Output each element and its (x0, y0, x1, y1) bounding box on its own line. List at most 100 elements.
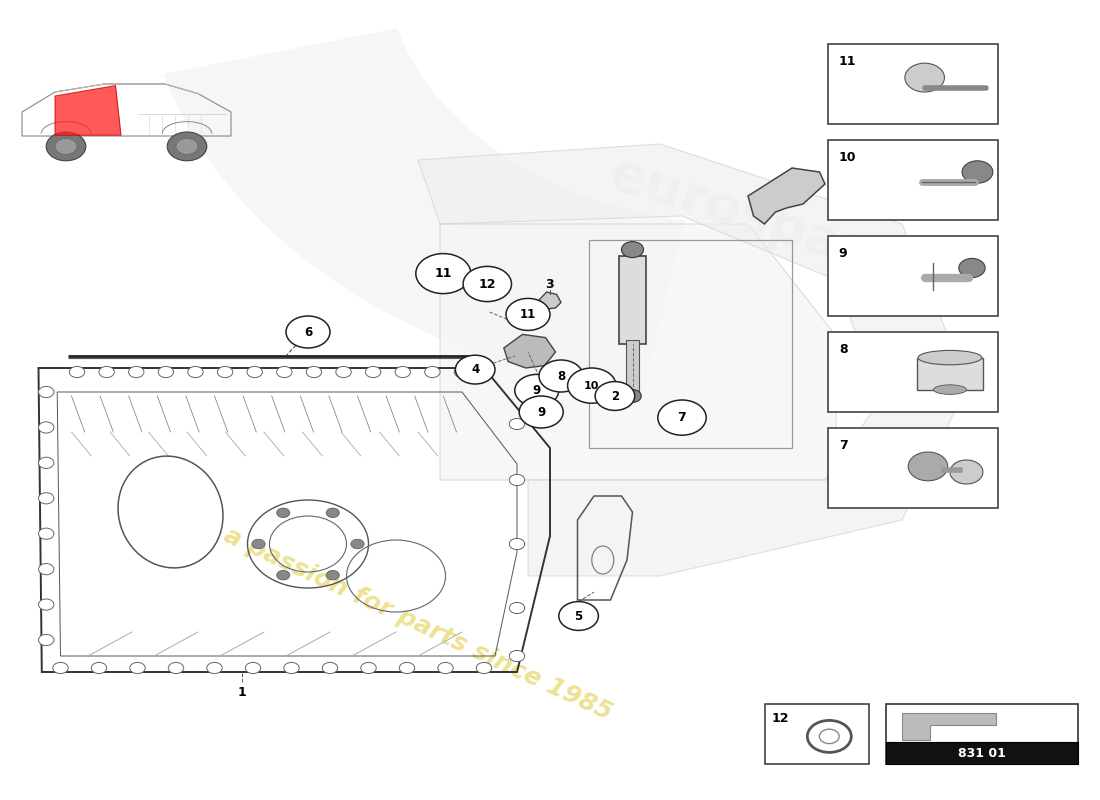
Circle shape (399, 662, 415, 674)
Circle shape (519, 396, 563, 428)
Ellipse shape (918, 350, 982, 365)
Text: 5: 5 (574, 610, 583, 622)
Circle shape (69, 366, 85, 378)
Circle shape (365, 366, 381, 378)
Text: 1: 1 (238, 686, 246, 698)
Circle shape (559, 602, 598, 630)
Polygon shape (902, 713, 996, 740)
Text: 8: 8 (557, 370, 565, 382)
Circle shape (322, 662, 338, 674)
Circle shape (91, 662, 107, 674)
Text: 12: 12 (478, 278, 496, 290)
Circle shape (277, 570, 290, 580)
Text: 9: 9 (537, 406, 546, 418)
Text: 11: 11 (520, 308, 536, 321)
Circle shape (284, 662, 299, 674)
Circle shape (539, 360, 583, 392)
Circle shape (276, 366, 292, 378)
Circle shape (327, 508, 340, 518)
Circle shape (130, 662, 145, 674)
Circle shape (509, 418, 525, 430)
Circle shape (39, 458, 54, 469)
Text: 6: 6 (304, 326, 312, 338)
Ellipse shape (934, 385, 967, 394)
Circle shape (416, 254, 471, 294)
Text: a passion for parts since 1985: a passion for parts since 1985 (220, 523, 616, 725)
Text: 2: 2 (610, 390, 619, 402)
Text: 9: 9 (838, 247, 847, 260)
Circle shape (351, 539, 364, 549)
Circle shape (509, 474, 525, 486)
Circle shape (218, 366, 233, 378)
Circle shape (463, 266, 512, 302)
Circle shape (327, 570, 340, 580)
Polygon shape (539, 292, 561, 309)
Circle shape (509, 602, 525, 614)
Bar (827, 44, 998, 124)
Circle shape (509, 538, 525, 550)
Circle shape (568, 368, 616, 403)
Circle shape (129, 366, 144, 378)
Bar (827, 428, 998, 508)
Circle shape (509, 650, 525, 662)
Text: 4: 4 (471, 363, 480, 376)
Circle shape (207, 662, 222, 674)
Circle shape (438, 662, 453, 674)
Text: 3: 3 (546, 278, 554, 290)
Circle shape (506, 298, 550, 330)
Circle shape (39, 422, 54, 433)
Text: 8: 8 (838, 343, 847, 356)
Polygon shape (418, 144, 968, 576)
Bar (764, 704, 869, 764)
Bar (827, 332, 998, 412)
Polygon shape (748, 168, 825, 224)
Wedge shape (164, 28, 685, 394)
Circle shape (621, 242, 643, 258)
Circle shape (454, 366, 470, 378)
Bar (827, 236, 998, 316)
Bar (827, 140, 998, 220)
Circle shape (455, 355, 495, 384)
Circle shape (53, 662, 68, 674)
Circle shape (167, 132, 207, 161)
Circle shape (425, 366, 440, 378)
Circle shape (962, 161, 993, 183)
Circle shape (168, 662, 184, 674)
Circle shape (39, 528, 54, 539)
Circle shape (306, 366, 321, 378)
Polygon shape (504, 334, 556, 368)
Circle shape (39, 386, 54, 398)
Circle shape (248, 366, 263, 378)
Circle shape (39, 599, 54, 610)
Circle shape (158, 366, 174, 378)
Text: 7: 7 (838, 439, 847, 452)
Text: 11: 11 (838, 55, 856, 68)
Bar (886, 742, 1078, 764)
Circle shape (39, 493, 54, 504)
Circle shape (515, 374, 559, 406)
Circle shape (55, 138, 77, 154)
Circle shape (245, 662, 261, 674)
Text: 10: 10 (838, 151, 856, 164)
Polygon shape (55, 86, 121, 135)
Circle shape (395, 366, 410, 378)
Circle shape (39, 563, 54, 574)
Circle shape (476, 662, 492, 674)
Text: 831 01: 831 01 (958, 746, 1005, 760)
Circle shape (909, 452, 948, 481)
Circle shape (39, 634, 54, 646)
Bar (588, 240, 792, 448)
Text: eurospares: eurospares (604, 148, 936, 300)
Circle shape (658, 400, 706, 435)
Circle shape (336, 366, 351, 378)
Circle shape (277, 508, 290, 518)
Circle shape (595, 382, 635, 410)
Circle shape (624, 390, 641, 402)
Text: 11: 11 (434, 267, 452, 280)
Circle shape (252, 539, 265, 549)
Text: 7: 7 (678, 411, 686, 424)
Circle shape (188, 366, 204, 378)
Text: 10: 10 (584, 381, 600, 390)
Circle shape (361, 662, 376, 674)
Circle shape (950, 460, 983, 484)
